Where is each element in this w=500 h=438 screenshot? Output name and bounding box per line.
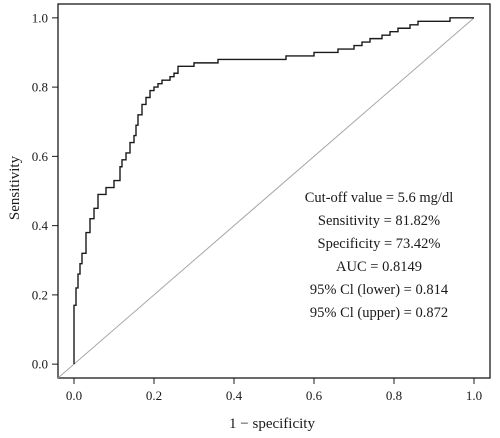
- annotation-specificity: Specificity = 73.42%: [318, 236, 441, 252]
- x-tick-label: 0.6: [306, 388, 323, 403]
- x-tick-label: 0.2: [146, 388, 162, 403]
- y-axis-ticks: 0.0 0.2 0.4 0.6 0.8 1.0: [32, 10, 58, 372]
- y-tick-label: 1.0: [32, 10, 48, 25]
- x-tick-label: 0.8: [386, 388, 402, 403]
- annotation-cutoff: Cut-off value = 5.6 mg/dl: [305, 190, 453, 206]
- statistics-annotation: Cut-off value = 5.6 mg/dl Sensitivity = …: [305, 190, 453, 321]
- y-tick-label: 0.8: [32, 80, 48, 95]
- annotation-ci-upper: 95% Cl (upper) = 0.872: [310, 305, 448, 321]
- y-tick-label: 0.6: [32, 149, 49, 164]
- reference-diagonal: [57, 17, 475, 379]
- x-axis-ticks: 0.0 0.2 0.4 0.6 0.8 1.0: [66, 378, 482, 403]
- y-axis-label: Sensitivity: [7, 155, 23, 220]
- y-tick-label: 0.2: [32, 287, 48, 302]
- x-axis-label: 1 − specificity: [229, 416, 315, 432]
- plot-frame: [57, 3, 491, 379]
- x-tick-label: 1.0: [466, 388, 482, 403]
- x-tick-label: 0.0: [66, 388, 82, 403]
- annotation-ci-lower: 95% Cl (lower) = 0.814: [310, 282, 449, 298]
- x-tick-label: 0.4: [226, 388, 243, 403]
- annotation-auc: AUC = 0.8149: [336, 259, 422, 275]
- annotation-sensitivity: Sensitivity = 81.82%: [318, 213, 440, 229]
- y-tick-label: 0.0: [32, 357, 48, 372]
- roc-curve: [73, 17, 474, 365]
- y-tick-label: 0.4: [32, 218, 49, 233]
